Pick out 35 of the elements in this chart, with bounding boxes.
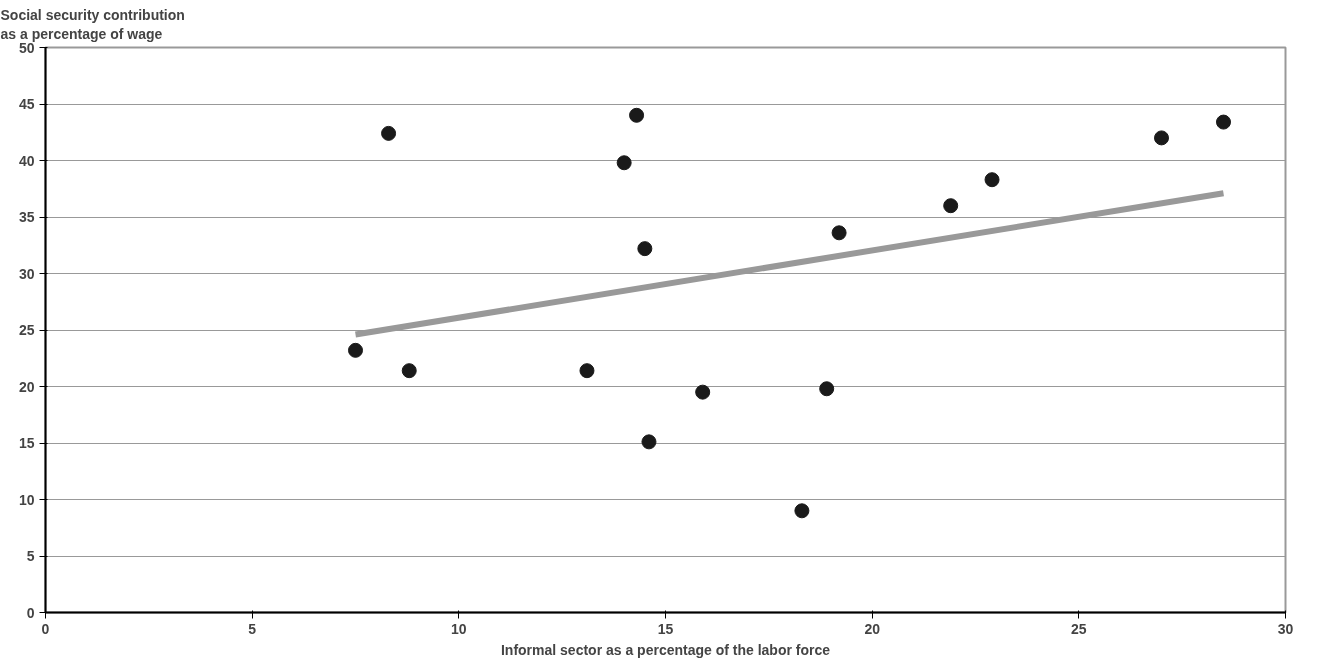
y-tick-label: 40 — [18, 152, 35, 169]
point — [794, 503, 810, 519]
x-tick-label: 0 — [41, 620, 50, 637]
x-tick-label: 20 — [864, 620, 881, 637]
y-tick-label: 10 — [18, 491, 35, 508]
y-tick-label: 35 — [18, 209, 35, 225]
x-tick-label: 5 — [248, 620, 257, 637]
point — [819, 381, 835, 397]
x-tick-label: 30 — [1277, 620, 1294, 637]
point — [831, 225, 847, 241]
x-tick-label: 15 — [657, 620, 674, 637]
point — [629, 107, 645, 123]
point — [637, 241, 653, 257]
point — [348, 342, 363, 358]
point — [616, 155, 632, 171]
y-tick-label: 45 — [18, 96, 35, 112]
x-tick-label: 10 — [451, 620, 467, 637]
point — [984, 172, 1000, 188]
point — [381, 125, 397, 141]
point — [1216, 114, 1231, 130]
y-tick-label: 0 — [26, 604, 35, 621]
point — [641, 434, 657, 450]
y-axis-title: Social security contribution as a percentage of wage — [0, 7, 185, 43]
y-tick-label: 30 — [18, 265, 35, 282]
point — [401, 363, 417, 379]
x-axis-title: Informal sector as a percentage of the labor force — [500, 641, 831, 658]
x-tick-label: 25 — [1071, 620, 1087, 637]
point — [695, 384, 711, 400]
point — [1154, 130, 1169, 146]
point — [943, 198, 959, 214]
point — [579, 363, 595, 379]
y-tick-label: 5 — [26, 548, 35, 564]
y-tick-label: 15 — [18, 435, 35, 451]
y-tick-label: 20 — [18, 378, 35, 395]
y-tick-label: 25 — [18, 322, 35, 338]
